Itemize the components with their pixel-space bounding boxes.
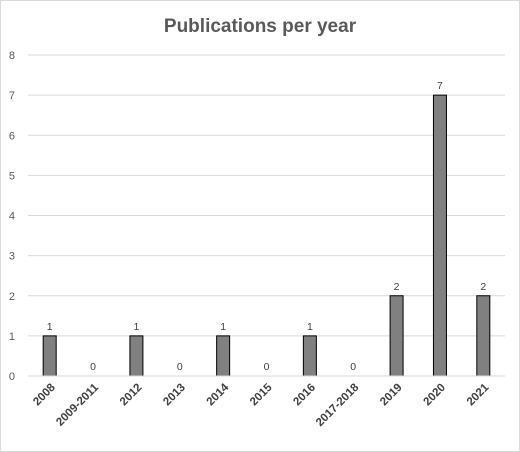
data-labels: 1 0 1 0 1 0 1 0 2 7 2 [47,80,487,373]
y-tick-label: 1 [9,331,15,343]
chart-title: Publications per year [163,16,357,37]
y-tick-label: 7 [9,90,15,102]
x-tick-label: 2014 [205,381,232,408]
data-label: 0 [264,361,270,373]
x-tick-label: 2017-2018 [314,381,362,429]
x-tick-label: 2012 [118,382,145,409]
x-tick-label: 2020 [421,382,448,409]
x-tick-label: 2009-2011 [54,381,101,428]
y-tick-label: 2 [9,291,15,303]
x-tick-label: 2016 [291,382,318,409]
y-tick-label: 4 [9,211,15,223]
data-label: 2 [480,281,486,293]
bar [129,335,144,377]
data-label: 0 [350,361,356,373]
y-tick-label: 8 [9,50,15,62]
y-tick-label: 5 [9,170,15,182]
x-tick-label: 2015 [248,381,275,408]
data-label: 1 [133,321,139,333]
data-label: 0 [90,361,96,373]
bar [476,295,491,377]
x-tick-label: 2019 [378,382,405,409]
data-label: 1 [47,321,53,333]
bar [432,94,447,377]
y-axis-tick-labels: 0 1 2 3 4 5 6 7 8 [9,50,15,383]
bar [389,295,404,377]
data-label: 1 [307,321,313,333]
gridlines [28,54,505,337]
bar [42,335,57,377]
y-tick-label: 0 [9,371,15,383]
data-label: 2 [394,281,400,293]
x-tick-label: 2013 [161,382,188,409]
x-tick-label: 2008 [31,381,58,408]
y-tick-label: 6 [9,130,15,142]
data-label: 7 [437,80,443,92]
bars [42,94,491,377]
bar [302,335,317,377]
data-label: 1 [220,321,226,333]
y-tick-label: 3 [9,251,15,263]
x-tick-label: 2021 [465,381,492,408]
bar [216,335,231,377]
data-label: 0 [177,361,183,373]
